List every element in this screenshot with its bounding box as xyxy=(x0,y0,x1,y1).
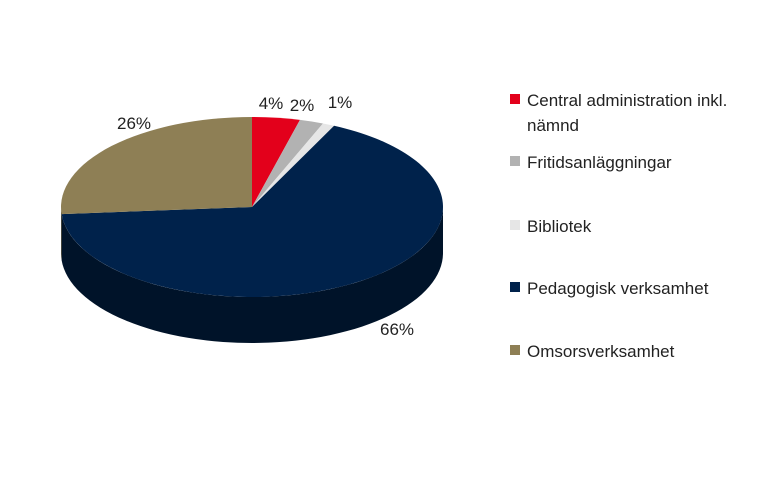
pie-data-label: 66% xyxy=(380,320,414,339)
pie-slice xyxy=(252,117,300,207)
pie-slice-side xyxy=(61,207,62,261)
legend-label: Central administration inkl. nämnd xyxy=(527,91,728,135)
pie-data-label: 26% xyxy=(117,114,151,133)
legend-item: Fritidsanläggningar xyxy=(510,150,767,175)
legend-label: Pedagogisk verksamhet xyxy=(527,279,709,298)
legend-label: Bibliotek xyxy=(527,217,592,236)
legend-swatch xyxy=(510,220,520,230)
pie-slice xyxy=(61,125,444,298)
pie-slice-side xyxy=(61,207,443,343)
pie-slice xyxy=(61,117,252,215)
legend-swatch xyxy=(510,282,520,292)
legend-item: Pedagogisk verksamhet xyxy=(510,276,767,301)
pie-slice xyxy=(252,123,335,207)
pie-data-label: 2% xyxy=(290,96,315,115)
pie-slices xyxy=(61,117,444,298)
pie-data-labels: 4% 2% 1% 66% 26% xyxy=(117,93,414,339)
legend-item: Bibliotek xyxy=(510,214,767,239)
legend-swatch xyxy=(510,94,520,104)
legend-swatch xyxy=(510,345,520,355)
legend-label: Fritidsanläggningar xyxy=(527,153,672,172)
pie-slice xyxy=(252,119,323,207)
legend-label: Omsorsverksamhet xyxy=(527,342,675,361)
pie-data-label: 4% xyxy=(259,94,284,113)
pie-depth xyxy=(61,207,443,343)
legend-item: Omsorsverksamhet xyxy=(510,339,767,364)
pie-data-label: 1% xyxy=(328,93,353,112)
legend-item: Central administration inkl. nämnd xyxy=(510,88,767,138)
legend-swatch xyxy=(510,156,520,166)
